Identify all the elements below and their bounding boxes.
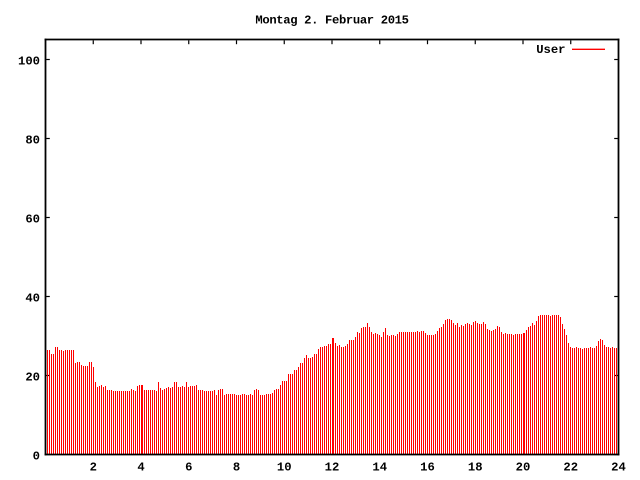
svg-text:12: 12	[325, 461, 340, 475]
svg-text:Montag 2. Februar 2015: Montag 2. Februar 2015	[255, 13, 408, 27]
svg-text:20: 20	[516, 461, 531, 475]
svg-text:40: 40	[25, 291, 40, 305]
svg-text:24: 24	[611, 461, 626, 475]
svg-text:22: 22	[563, 461, 578, 475]
svg-text:2: 2	[90, 461, 97, 475]
svg-text:20: 20	[25, 370, 40, 384]
svg-text:16: 16	[420, 461, 435, 475]
svg-text:18: 18	[468, 461, 483, 475]
svg-text:60: 60	[25, 212, 40, 226]
svg-text:8: 8	[233, 461, 240, 475]
svg-text:User: User	[536, 43, 565, 57]
svg-text:80: 80	[25, 133, 40, 147]
svg-text:100: 100	[18, 54, 40, 68]
svg-text:0: 0	[33, 449, 40, 463]
svg-text:14: 14	[372, 461, 387, 475]
svg-text:4: 4	[137, 461, 144, 475]
svg-text:10: 10	[277, 461, 292, 475]
svg-text:6: 6	[185, 461, 192, 475]
